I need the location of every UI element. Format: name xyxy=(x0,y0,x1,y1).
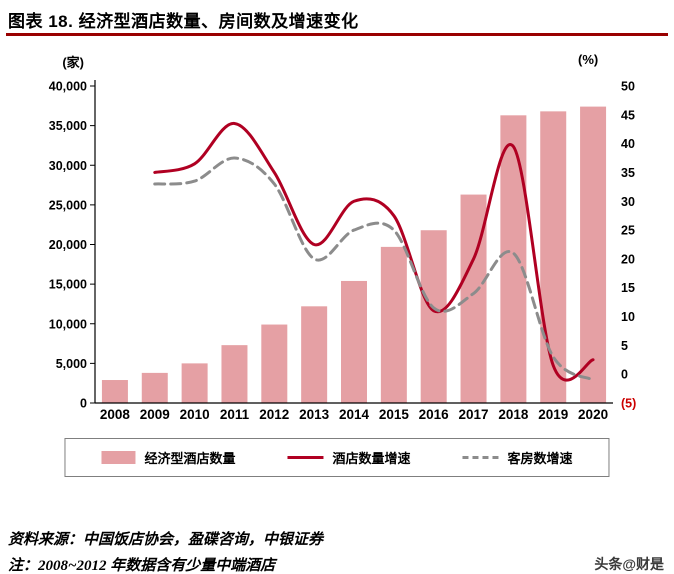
bar-2015 xyxy=(380,246,407,403)
legend-item-bar: 经济型酒店数量 xyxy=(101,448,235,467)
x-axis-label: 2008 xyxy=(100,407,131,422)
left-axis-tick-label: 25,000 xyxy=(49,198,87,212)
data-note: 注：2008~2012 年数据含有少量中端酒店 xyxy=(8,558,276,574)
bar-2019 xyxy=(540,111,567,404)
legend-item-line-dashed: 客房数增速 xyxy=(462,448,573,467)
legend-line-dashed-label: 客房数增速 xyxy=(507,451,573,466)
right-axis-tick-label: 10 xyxy=(621,310,635,324)
right-axis-tick-label: 5 xyxy=(621,339,628,353)
left-axis-tick-label: 40,000 xyxy=(49,80,87,94)
bar-2008 xyxy=(101,380,128,403)
right-axis-tick-label: 30 xyxy=(621,195,635,209)
bar-2012 xyxy=(261,324,288,403)
legend-bar-label: 经济型酒店数量 xyxy=(144,451,236,466)
left-axis-tick-label: 20,000 xyxy=(49,238,87,252)
right-axis-tick-label: 45 xyxy=(621,108,635,122)
left-axis-tick-label: 5,000 xyxy=(56,357,87,371)
left-axis-tick-label: 30,000 xyxy=(49,159,87,173)
right-axis-tick-label: 20 xyxy=(621,252,635,266)
bar-2014 xyxy=(341,280,367,403)
x-axis-label: 2013 xyxy=(299,407,330,422)
bar-2010 xyxy=(181,363,208,403)
x-axis-label: 2015 xyxy=(379,407,410,422)
right-axis-tick-label: 15 xyxy=(621,281,635,295)
bar-2011 xyxy=(221,345,248,403)
legend-line-solid-label: 酒店数量增速 xyxy=(332,451,411,466)
right-axis-tick-label: 25 xyxy=(621,224,635,238)
right-axis-tick-label: (5) xyxy=(621,397,636,411)
left-axis-tick-label: 15,000 xyxy=(49,278,87,292)
right-axis-tick-label: 40 xyxy=(621,137,635,151)
x-axis-label: 2010 xyxy=(180,407,210,422)
right-axis-tick-label: 50 xyxy=(621,80,635,94)
x-axis-label: 2018 xyxy=(498,407,529,422)
dashed-line-swatch xyxy=(462,456,499,459)
bar-2016 xyxy=(420,230,447,403)
right-axis-tick-label: 0 xyxy=(621,368,628,382)
x-axis-label: 2020 xyxy=(578,407,608,422)
room-growth-line xyxy=(153,156,595,382)
bar-2013 xyxy=(301,306,328,403)
x-axis-label: 2017 xyxy=(459,407,489,422)
legend-item-line-solid: 酒店数量增速 xyxy=(287,448,411,467)
x-axis-label: 2011 xyxy=(220,407,250,422)
bar-2018 xyxy=(500,115,527,403)
left-axis-tick-label: 35,000 xyxy=(49,119,87,133)
source-note: 资料来源：中国饭店协会，盈碟咨询，中银证券 xyxy=(8,532,324,548)
bar-swatch xyxy=(101,451,136,464)
watermark: 头条@财是 xyxy=(594,556,664,572)
left-axis-tick-label: 0 xyxy=(80,397,87,411)
right-axis-tick-label: 35 xyxy=(621,166,635,180)
chart-canvas: 0 5,000 10,000 15,000 20,000 25,000 30,000 35,0… xyxy=(49,80,637,423)
x-axis-label: 2016 xyxy=(419,407,450,422)
hotel-growth-line xyxy=(153,121,595,382)
chart-title: 图表 18. 经济型酒店数量、房间数及增速变化 xyxy=(8,12,359,31)
x-axis-label: 2019 xyxy=(538,407,568,422)
left-axis-unit: (家) xyxy=(62,55,84,70)
bar-2009 xyxy=(141,372,168,403)
title-underline xyxy=(6,33,668,36)
bar-2020 xyxy=(580,106,607,404)
left-axis-tick-label: 10,000 xyxy=(49,317,87,331)
legend: 经济型酒店数量 酒店数量增速 客房数增速 xyxy=(64,438,610,477)
right-axis-unit: (%) xyxy=(578,52,599,67)
solid-line-swatch xyxy=(287,456,324,459)
x-axis-label: 2009 xyxy=(140,407,170,422)
x-axis-label: 2014 xyxy=(339,407,370,422)
x-axis-label: 2012 xyxy=(259,407,289,422)
